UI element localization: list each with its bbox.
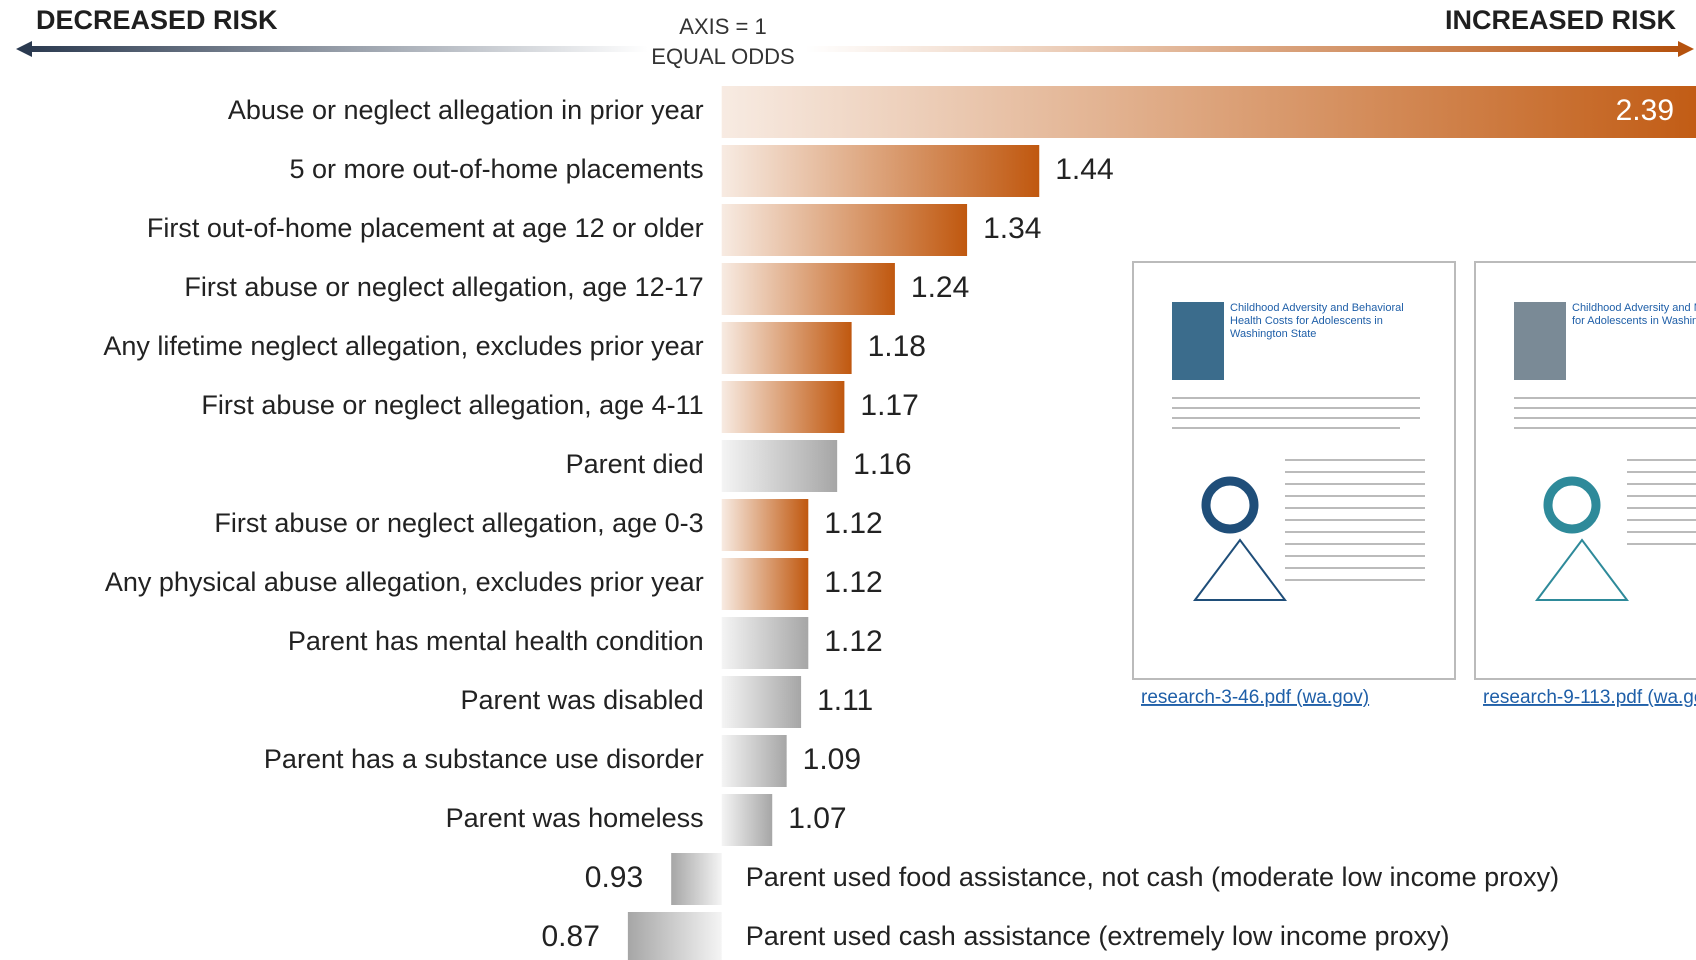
category-label: First out-of-home placement at age 12 or… (147, 213, 704, 243)
right-arrow (805, 46, 1680, 52)
category-label: Any lifetime neglect allegation, exclude… (103, 331, 703, 361)
bar (721, 263, 895, 315)
value-label: 1.16 (853, 448, 911, 481)
value-label: 1.34 (983, 212, 1041, 245)
value-label: 1.24 (911, 271, 969, 304)
bar (721, 558, 809, 610)
category-label: Parent was homeless (446, 803, 704, 833)
value-label: 1.18 (868, 330, 926, 363)
axis-label: EQUAL ODDS (651, 44, 794, 69)
bar (721, 794, 773, 846)
left-arrow (28, 46, 648, 52)
value-label: 1.07 (788, 802, 846, 835)
doc-link[interactable]: research-3-46.pdf (wa.gov) (1141, 687, 1369, 708)
category-label: Parent died (566, 449, 704, 479)
bar (721, 617, 809, 669)
category-label: First abuse or neglect allegation, age 0… (214, 508, 703, 538)
bar (721, 735, 787, 787)
doc-title: Childhood Adversity and Medical Costs fo… (1572, 302, 1696, 327)
category-label: Parent has a substance use disorder (264, 744, 704, 774)
value-label: 1.17 (860, 389, 918, 422)
bar (671, 853, 722, 905)
bar (721, 381, 845, 433)
value-label: 0.87 (541, 920, 599, 953)
axis-label: AXIS = 1 (679, 14, 766, 39)
right-label: INCREASED RISK (1445, 5, 1677, 35)
value-label: 1.11 (817, 684, 873, 717)
bar (721, 676, 802, 728)
left-arrowhead (16, 41, 32, 57)
doc-title-box: Childhood Adversity and Medical Costs fo… (1572, 302, 1696, 327)
value-label: 1.44 (1055, 153, 1113, 186)
bar (721, 204, 968, 256)
bar (721, 86, 1696, 138)
category-label: 5 or more out-of-home placements (289, 154, 703, 184)
category-label: Abuse or neglect allegation in prior yea… (228, 95, 704, 125)
bar (721, 499, 809, 551)
right-arrowhead (1678, 41, 1694, 57)
doc-title-box: Childhood Adversity and Behavioral Healt… (1230, 302, 1404, 340)
category-label: Any physical abuse allegation, excludes … (105, 567, 704, 597)
document-thumbnail (1132, 261, 1456, 680)
value-label: 1.12 (824, 566, 882, 599)
bar (721, 440, 838, 492)
category-label: Parent used food assistance, not cash (m… (746, 862, 1559, 892)
left-label: DECREASED RISK (36, 5, 278, 35)
category-label: First abuse or neglect allegation, age 1… (184, 272, 703, 302)
doc-title: Childhood Adversity and Behavioral Healt… (1230, 302, 1404, 340)
category-label: Parent was disabled (461, 685, 704, 715)
category-label: First abuse or neglect allegation, age 4… (201, 390, 703, 420)
value-label: 0.93 (585, 861, 643, 894)
document-thumbnail (1474, 261, 1696, 680)
value-label: 1.09 (803, 743, 861, 776)
doc-link[interactable]: research-9-113.pdf (wa.gov) (1483, 687, 1696, 708)
category-label: Parent has mental health condition (288, 626, 704, 656)
bar (721, 145, 1040, 197)
value-label: 2.39 (1616, 94, 1674, 127)
category-label: Parent used cash assistance (extremely l… (746, 921, 1450, 951)
bar (627, 912, 722, 960)
bar (721, 322, 852, 374)
value-label: 1.12 (824, 625, 882, 658)
value-label: 1.12 (824, 507, 882, 540)
